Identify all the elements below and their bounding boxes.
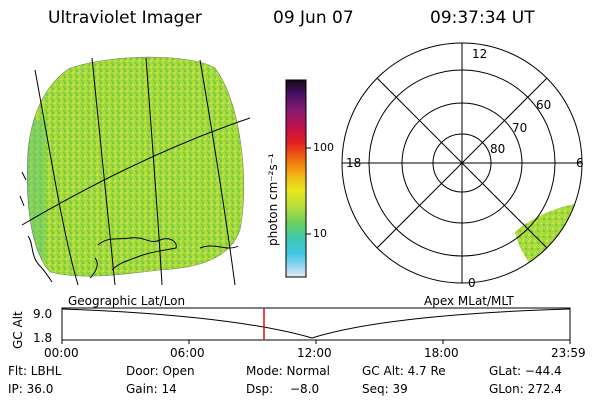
lat-label-60: 60 [536,98,552,112]
mlt-label-12: 12 [472,47,488,61]
timeline-xtick-2359: 23:59 [551,346,586,360]
status-dsp-label: Dsp: [246,382,274,396]
status-seq: Seq: 39 [362,382,408,396]
status-glon: GLon: 272.4 [489,382,562,396]
instrument-title: Ultraviolet Imager [48,8,202,28]
colorbar-unit-label: photon cm⁻²s⁻¹ [266,153,280,246]
status-gain: Gain: 14 [126,382,177,396]
status-glat: GLat: −44.4 [489,364,562,378]
timeline-left-title: Geographic Lat/Lon [68,294,186,308]
timeline-axis-label: GC Alt [11,311,25,349]
colorbar-tick-10: 10 [313,227,327,240]
time-label: 09:37:34 UT [430,8,535,28]
lat-label-70: 70 [512,121,528,135]
timeline-right-title: Apex MLat/MLT [424,294,514,308]
status-filter: Flt: LBHL [8,364,62,378]
date-label: 09 Jun 07 [273,8,354,28]
mlt-label-0: 0 [468,276,476,290]
timeline-xtick-1800: 18:00 [424,346,459,360]
timeline-ytick-1-8: 1.8 [33,331,53,345]
colorbar-tick-100: 100 [313,141,334,154]
timeline-ytick-9: 9.0 [33,307,53,321]
status-ip: IP: 36.0 [8,382,54,396]
status-dsp-value: −8.0 [290,382,320,396]
status-mode: Mode: Normal [246,364,330,378]
timeline-xtick-0000: 00:00 [44,346,79,360]
status-door: Door: Open [126,364,195,378]
mlt-label-6: 6 [576,156,584,170]
mlt-label-18: 18 [346,156,362,170]
lat-label-80: 80 [490,142,506,156]
timeline-xtick-1200: 12:00 [297,346,332,360]
timeline-xtick-0600: 06:00 [170,346,205,360]
status-gc-alt: GC Alt: 4.7 Re [362,364,446,378]
